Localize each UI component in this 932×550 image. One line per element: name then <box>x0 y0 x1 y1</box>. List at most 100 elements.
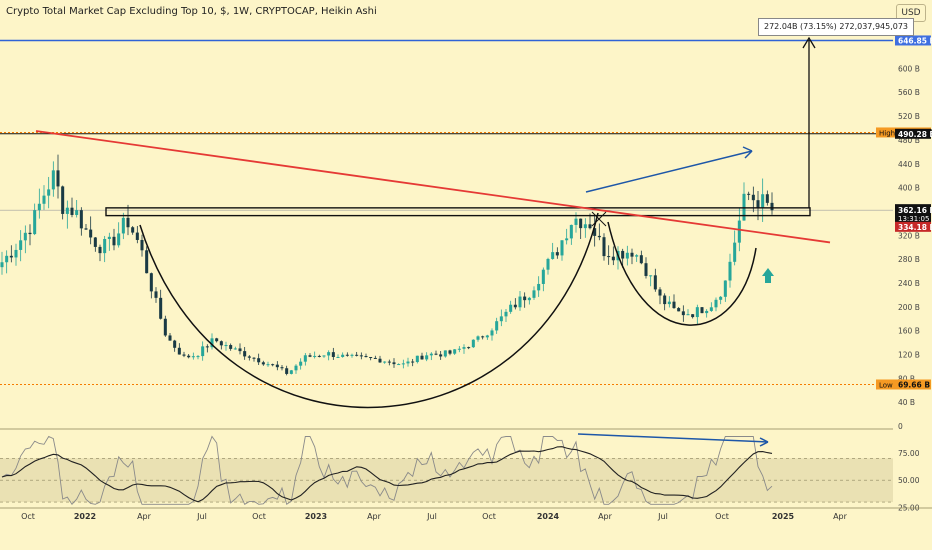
candle-body <box>546 258 550 270</box>
price-tick-label: 440 B <box>898 160 920 169</box>
candle-body <box>714 299 718 308</box>
candle-body <box>42 195 46 204</box>
candle-body <box>429 353 433 356</box>
candle-body <box>33 210 37 235</box>
candle-body <box>719 296 723 300</box>
candle-body <box>471 339 475 348</box>
candle-body <box>383 361 387 363</box>
candle-body <box>303 355 307 362</box>
candle-body <box>751 194 755 201</box>
price-label-prefix-box <box>876 127 895 138</box>
candle-body <box>285 368 289 374</box>
candle-body <box>229 345 233 349</box>
candle-body <box>709 307 713 311</box>
candle-body <box>275 364 279 368</box>
candle-body <box>588 224 592 229</box>
time-tick-label: Apr <box>833 512 848 521</box>
candle-body <box>681 311 685 316</box>
price-tick-label: 600 B <box>898 64 920 73</box>
candle-body <box>737 220 741 243</box>
candle-body <box>569 224 573 239</box>
price-tick-label: 160 B <box>898 327 920 336</box>
candle-body <box>131 227 135 233</box>
time-tick-label: 2025 <box>772 512 795 521</box>
candle-body <box>485 335 489 338</box>
candle-body <box>401 363 405 365</box>
candle-body <box>387 361 391 363</box>
candle-body <box>653 275 657 290</box>
up-arrow-icon <box>762 268 774 283</box>
candle-body <box>163 318 167 336</box>
currency-button[interactable]: USD <box>896 4 926 22</box>
rsi-tick-label: 50.00 <box>898 476 920 485</box>
candle-body <box>443 350 447 357</box>
candle-body <box>411 361 415 363</box>
candle-body <box>667 301 671 305</box>
candle-body <box>695 307 699 318</box>
price-label-countdown: 13:31:05 <box>898 215 929 223</box>
candle-body <box>308 355 312 357</box>
candle-body <box>280 367 284 369</box>
rsi-line <box>1 435 773 506</box>
time-axis[interactable]: Oct 2022 Apr Jul Oct 2023 Apr Jul Oct 2024 Apr Jul O… <box>0 507 932 521</box>
candle-body <box>621 250 625 259</box>
candle-body <box>182 354 186 356</box>
candle-body <box>630 252 634 257</box>
candle-body <box>639 255 643 264</box>
candle-body <box>761 194 765 209</box>
candle-body <box>677 308 681 312</box>
price-pane[interactable] <box>0 36 893 408</box>
time-tick-label: 2022 <box>74 512 96 521</box>
candle-body <box>56 170 60 187</box>
candle-body <box>261 362 265 365</box>
candle-body <box>23 232 27 241</box>
candle-body <box>663 295 667 305</box>
candle-body <box>625 252 629 259</box>
candle-body <box>154 291 158 298</box>
candle-body <box>602 237 606 257</box>
time-tick-label: Apr <box>598 512 613 521</box>
candle-body <box>462 347 466 349</box>
price-tick-label: 520 B <box>898 112 920 121</box>
candle-body <box>723 280 727 297</box>
candle-body <box>691 314 695 318</box>
candle-body <box>177 347 181 355</box>
candle-body <box>149 273 153 292</box>
candle-body <box>233 348 237 350</box>
resistance-rectangle <box>105 207 811 217</box>
candle-body <box>47 189 51 196</box>
candle-body <box>126 217 130 228</box>
price-tick-label: 120 B <box>898 350 920 359</box>
candle-body <box>65 207 69 214</box>
rsi-pane[interactable] <box>0 428 893 506</box>
candle-body <box>574 218 578 225</box>
candle-body <box>448 350 452 354</box>
candle-body <box>107 236 111 239</box>
candle-body <box>168 335 172 341</box>
price-label-text: 334.18 B <box>898 223 932 232</box>
candle-body <box>289 370 293 374</box>
candle-body <box>504 311 508 317</box>
candle-body <box>205 346 209 348</box>
candle-body <box>635 255 639 257</box>
candle-body <box>336 356 340 358</box>
candle-body <box>756 200 760 209</box>
price-axis-bg <box>893 0 932 550</box>
candle-body <box>513 304 517 308</box>
candle-body <box>541 269 545 284</box>
candle-body <box>117 233 121 246</box>
candle-body <box>37 203 41 211</box>
price-label-prefix: High <box>879 129 895 137</box>
time-tick-label: Oct <box>715 512 729 521</box>
candle-body <box>215 338 219 342</box>
candle-body <box>359 355 363 357</box>
candle-body <box>490 330 494 336</box>
candle-body <box>247 356 251 358</box>
candle-body <box>397 364 401 366</box>
candle-body <box>70 207 74 215</box>
candle-body <box>299 361 303 366</box>
candle-body <box>93 237 97 247</box>
price-label-text: 646.85 B <box>898 36 932 45</box>
price-label-prefix: Low <box>879 381 893 389</box>
